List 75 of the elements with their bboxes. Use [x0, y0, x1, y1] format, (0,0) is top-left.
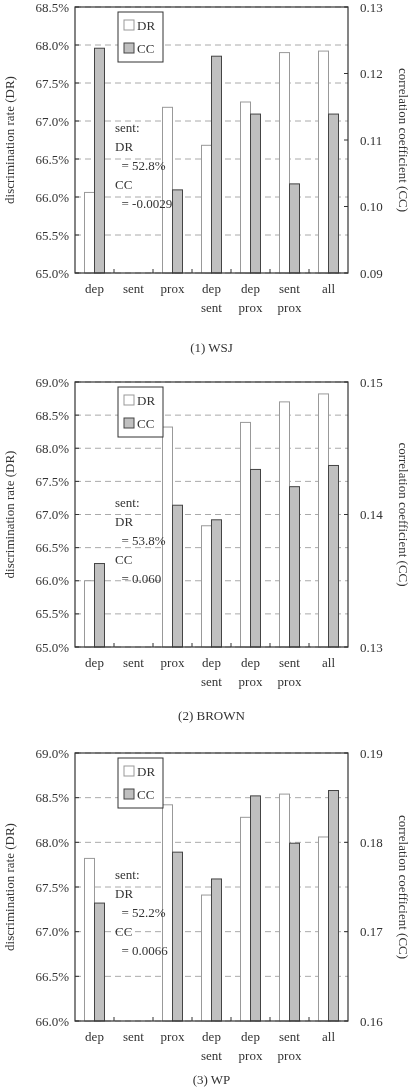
legend-label: CC — [137, 40, 155, 56]
x-tick-label: dep prox — [238, 281, 263, 315]
x-tick-label: all — [322, 281, 336, 296]
y-tick-label: 68.0% — [35, 834, 70, 850]
x-tick-label: dep — [85, 655, 104, 670]
x-tick-label: dep — [85, 1029, 104, 1044]
text: (2) BROWN — [178, 708, 246, 723]
y2-axis-title: correlation coefficient (CC) — [396, 814, 411, 960]
y-tick-label: 67.5% — [35, 473, 70, 489]
y-tick-label: 68.0% — [35, 37, 70, 53]
x-tick-label: dep sent — [201, 655, 223, 689]
y-tick-label: 68.5% — [35, 0, 70, 15]
x-tick-label: dep sent — [201, 1029, 223, 1063]
y-tick-label: 66.5% — [35, 540, 70, 556]
y-tick-label: 67.0% — [35, 507, 70, 523]
y2-tick-label: 0.12 — [360, 66, 383, 82]
y-tick-label: 65.0% — [35, 265, 70, 281]
x-tick-label: sent — [123, 281, 145, 296]
y-tick-label: 68.0% — [35, 440, 70, 456]
y-tick-label: 65.0% — [35, 639, 70, 655]
y-tick-label: 66.5% — [35, 151, 70, 167]
y2-tick-label: 0.14 — [360, 507, 384, 523]
y2-tick-label: 0.10 — [360, 199, 383, 215]
text: (3) WP — [192, 1072, 231, 1087]
y-tick-label: 66.0% — [35, 573, 70, 589]
x-tick-label: dep sent — [201, 281, 223, 315]
y2-tick-label: 0.16 — [360, 1013, 384, 1029]
legend-label: DR — [137, 763, 156, 779]
y-tick-label: 66.0% — [35, 189, 70, 205]
y2-tick-label: 0.13 — [360, 0, 383, 15]
annotation: sent: DR = 53.8% CC = 0.060 — [115, 494, 166, 586]
y2-axis-title: correlation coefficient (CC) — [396, 442, 411, 587]
y-tick-label: 68.5% — [35, 407, 70, 423]
x-tick-label: prox — [160, 655, 185, 670]
y2-tick-label: 0.13 — [360, 639, 383, 655]
x-tick-label: dep prox — [238, 655, 263, 689]
y-axis-title: discrimination rate (DR) — [2, 76, 17, 204]
x-tick-label: dep — [85, 281, 104, 296]
legend-label: CC — [137, 786, 155, 802]
y2-tick-label: 0.17 — [360, 924, 384, 940]
x-tick-label: sent — [123, 1029, 145, 1044]
y-axis-title: discrimination rate (DR) — [2, 450, 17, 579]
y-tick-label: 67.0% — [35, 924, 70, 940]
y-tick-label: 69.0% — [35, 745, 70, 761]
x-tick-label: dep prox — [238, 1029, 263, 1063]
annotation: sent: DR = 52.2% CC = 0.0066 — [115, 866, 169, 958]
y2-tick-label: 0.09 — [360, 265, 383, 281]
text: (1) WSJ — [190, 340, 233, 355]
y-tick-label: 65.5% — [35, 606, 70, 622]
y-tick-label: 69.0% — [35, 374, 70, 390]
y2-axis-title: correlation coefficient (CC) — [396, 67, 411, 213]
y2-tick-label: 0.18 — [360, 834, 383, 850]
x-tick-label: prox — [160, 281, 185, 296]
y-tick-label: 67.0% — [35, 113, 70, 129]
x-tick-label: prox — [160, 1029, 185, 1044]
x-tick-label: sent — [123, 655, 145, 670]
legend-label: DR — [137, 392, 156, 408]
y-tick-label: 67.5% — [35, 879, 70, 895]
y2-tick-label: 0.11 — [360, 132, 383, 148]
legend-label: DR — [137, 17, 156, 33]
y2-tick-label: 0.19 — [360, 745, 383, 761]
y-tick-label: 66.0% — [35, 1013, 70, 1029]
x-tick-label: all — [322, 655, 336, 670]
y-axis-title: discrimination rate (DR) — [2, 823, 17, 951]
y-tick-label: 67.5% — [35, 75, 70, 91]
x-tick-label: sent prox — [277, 1029, 302, 1063]
y-tick-label: 68.5% — [35, 790, 70, 806]
x-tick-label: sent prox — [277, 281, 302, 315]
y-tick-label: 66.5% — [35, 968, 70, 984]
x-tick-label: all — [322, 1029, 336, 1044]
annotation: sent: DR = 52.8% CC = -0.0029 — [115, 120, 173, 212]
legend-label: CC — [137, 415, 155, 431]
y2-tick-label: 0.15 — [360, 374, 383, 390]
x-tick-label: sent prox — [277, 655, 302, 689]
y-tick-label: 65.5% — [35, 227, 70, 243]
